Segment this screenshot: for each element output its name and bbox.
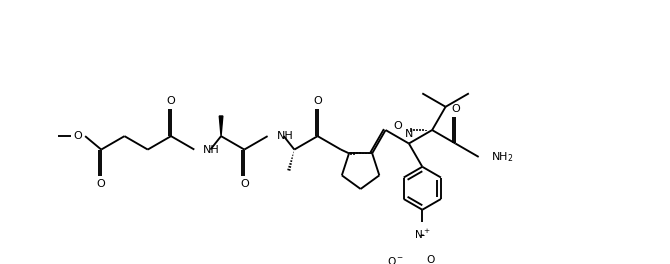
Text: O: O bbox=[74, 131, 82, 141]
Text: O: O bbox=[451, 103, 460, 114]
Text: N$^+$: N$^+$ bbox=[414, 228, 431, 241]
Text: O$^-$: O$^-$ bbox=[387, 254, 405, 264]
Text: O: O bbox=[314, 96, 322, 106]
Text: NH: NH bbox=[277, 131, 293, 141]
Text: O: O bbox=[240, 180, 249, 190]
Text: O: O bbox=[167, 96, 176, 106]
Text: O: O bbox=[394, 121, 403, 131]
Text: NH: NH bbox=[203, 145, 220, 154]
Text: O: O bbox=[426, 254, 434, 264]
Text: NH$_2$: NH$_2$ bbox=[491, 150, 514, 164]
Polygon shape bbox=[219, 116, 223, 136]
Text: N: N bbox=[405, 129, 413, 139]
Text: O: O bbox=[97, 180, 106, 190]
